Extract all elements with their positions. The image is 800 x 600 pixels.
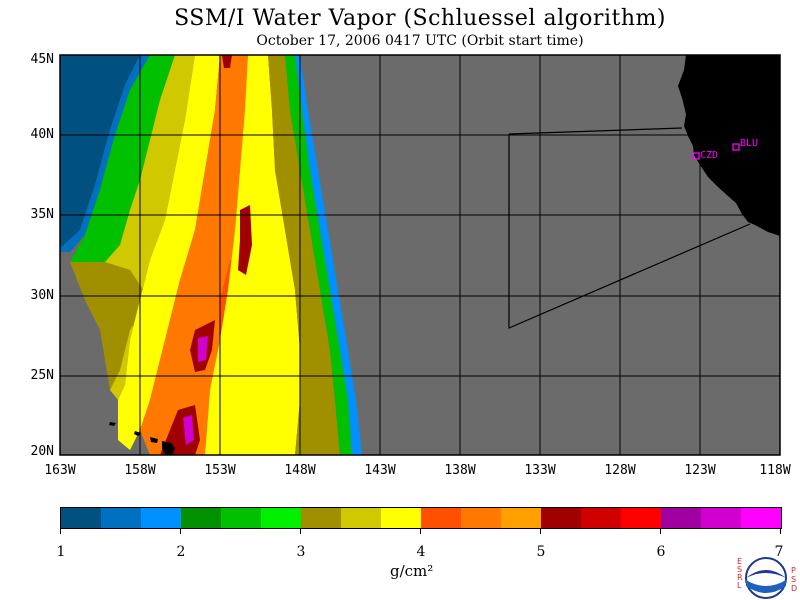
colorbar-tick xyxy=(780,528,781,534)
chart-subtitle: October 17, 2006 0417 UTC (Orbit start t… xyxy=(256,33,584,49)
lon-label: 123W xyxy=(684,463,716,478)
water-vapor-band xyxy=(183,415,194,445)
california-coast xyxy=(678,55,780,236)
colorbar xyxy=(60,507,782,529)
colorbar-tick xyxy=(180,528,181,534)
station-blu-marker xyxy=(732,143,740,151)
colorbar-tick-label: 1 xyxy=(56,544,66,560)
colorbar-swatch xyxy=(701,508,741,528)
colorbar-swatch xyxy=(501,508,541,528)
colorbar-swatch xyxy=(301,508,341,528)
colorbar-swatch xyxy=(221,508,261,528)
colorbar-swatch xyxy=(341,508,381,528)
colorbar-swatch xyxy=(621,508,661,528)
lat-label: 30N xyxy=(30,288,54,303)
colorbar-swatch xyxy=(581,508,621,528)
colorbar-tick xyxy=(60,528,61,534)
colorbar-units: g/cm² xyxy=(390,562,434,580)
lon-label: 138W xyxy=(444,463,476,478)
lat-label: 40N xyxy=(30,127,54,142)
lon-label: 128W xyxy=(604,463,636,478)
lon-label: 133W xyxy=(524,463,556,478)
colorbar-tick xyxy=(300,528,301,534)
water-vapor-band xyxy=(295,55,362,455)
water-vapor-band xyxy=(198,336,208,362)
colorbar-swatch xyxy=(101,508,141,528)
water-vapor-band xyxy=(140,55,248,455)
colorbar-swatch xyxy=(421,508,461,528)
water-vapor-band xyxy=(222,55,232,68)
data-swath xyxy=(60,55,362,455)
colorbar-swatch xyxy=(181,508,221,528)
chart-title: SSM/I Water Vapor (Schluessel algorithm) xyxy=(174,6,666,31)
lat-label: 25N xyxy=(30,368,54,383)
colorbar-tick-label: 6 xyxy=(656,544,666,560)
lon-label: 153W xyxy=(204,463,236,478)
water-vapor-band xyxy=(105,55,195,400)
colorbar-tick-label: 2 xyxy=(176,544,186,560)
colorbar-swatch xyxy=(261,508,301,528)
lon-label: 158W xyxy=(124,463,156,478)
domain-outline xyxy=(508,127,751,329)
water-vapor-band xyxy=(238,205,252,275)
colorbar-swatch xyxy=(461,508,501,528)
hawaii-islands xyxy=(109,422,175,455)
water-vapor-band xyxy=(60,55,150,252)
lat-label: 35N xyxy=(30,207,54,222)
colorbar-swatch xyxy=(61,508,101,528)
colorbar-tick-label: 3 xyxy=(296,544,306,560)
water-vapor-band xyxy=(205,55,300,455)
domain-boundary xyxy=(508,127,751,329)
noaa-badge-text: NOAA xyxy=(755,573,778,581)
water-vapor-band xyxy=(268,55,340,455)
lat-lon-grid xyxy=(60,55,780,455)
lat-label: 20N xyxy=(30,444,54,459)
colorbar-tick-label: 4 xyxy=(416,544,426,560)
station-czd-marker xyxy=(692,152,700,160)
colorbar-swatch xyxy=(661,508,701,528)
station-blu-label: BLU xyxy=(740,138,758,149)
water-vapor-band xyxy=(285,55,352,455)
land-mask xyxy=(109,55,780,455)
colorbar-tick xyxy=(660,528,661,534)
colorbar-tick-label: 7 xyxy=(774,544,784,560)
water-vapor-band xyxy=(70,55,175,262)
water-vapor-band xyxy=(60,55,140,250)
lon-label: 163W xyxy=(44,463,76,478)
colorbar-tick-label: 5 xyxy=(536,544,546,560)
colorbar-swatch xyxy=(741,508,781,528)
station-czd-label: CZD xyxy=(700,150,718,161)
stations: CZD BLU xyxy=(692,138,758,161)
map-frame xyxy=(59,54,781,456)
lon-label: 143W xyxy=(364,463,396,478)
colorbar-swatch xyxy=(541,508,581,528)
lon-label: 118W xyxy=(759,463,791,478)
lat-label: 45N xyxy=(30,52,54,67)
lon-label: 148W xyxy=(284,463,316,478)
colorbar-tick xyxy=(540,528,541,534)
colorbar-tick xyxy=(420,528,421,534)
water-vapor-band xyxy=(70,262,150,390)
water-vapor-band xyxy=(118,55,220,450)
colorbar-swatch xyxy=(141,508,181,528)
colorbar-swatch xyxy=(381,508,421,528)
noaa-logo: NOAA xyxy=(745,557,787,599)
